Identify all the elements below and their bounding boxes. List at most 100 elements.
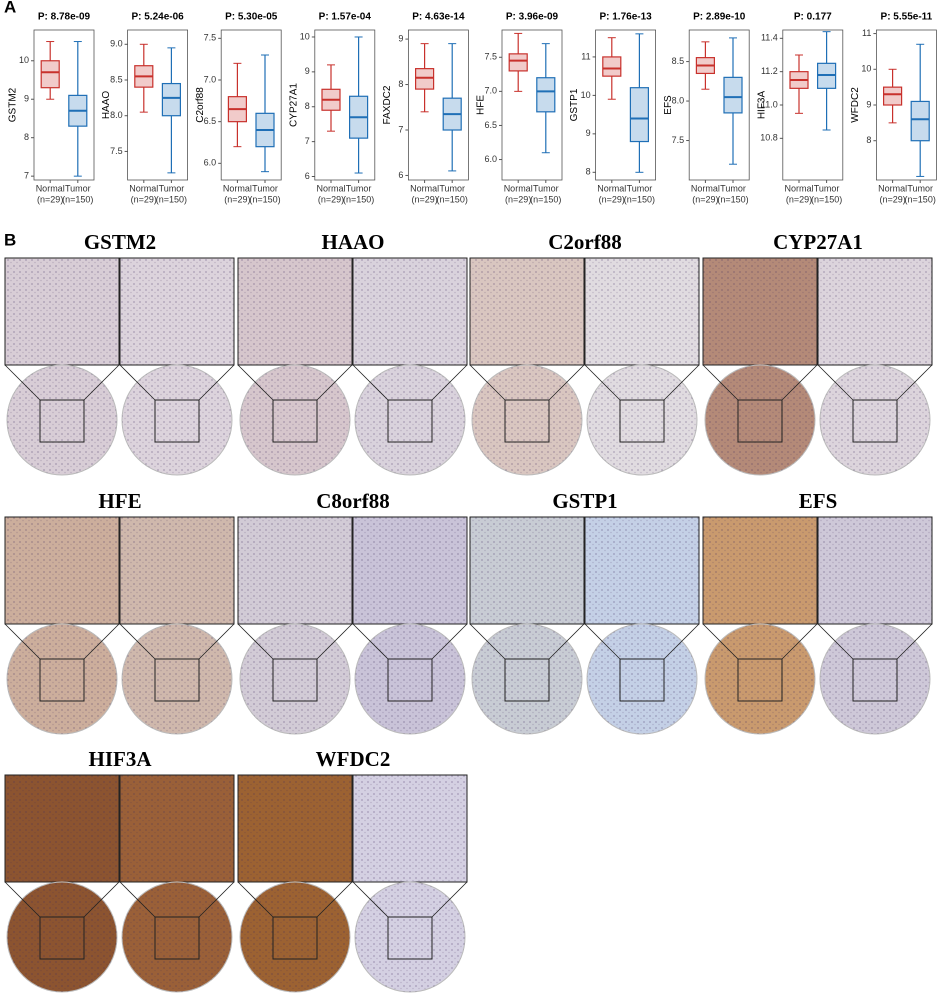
zoom-connector [896,364,933,401]
y-tick-label: 10 [300,31,310,41]
core-texture [240,365,350,475]
box [40,60,60,89]
zoom-box [272,658,318,702]
zoom-connector [896,623,933,660]
p-value: P: 4.63e-14 [412,12,465,23]
x-tick-label: Tumor [65,183,91,193]
core-texture [7,365,117,475]
zoom-connector [119,364,156,401]
y-tick-label: 8.5 [672,56,685,66]
zoom-connector [316,623,353,660]
zoom-texture [4,774,120,883]
y-tick-label: 7.0 [484,86,497,96]
y-tick-label: 6 [398,170,403,180]
y-axis-label: HFE [476,95,487,115]
x-tick-label: Tumor [720,183,746,193]
x-tick-label: Normal [129,183,158,193]
zoom-connector [119,881,156,918]
y-tick-label: 10 [19,55,29,65]
zoom-connector [663,623,700,660]
box [910,100,930,142]
y-tick-label: 6.5 [484,120,497,130]
zoom-connector [4,364,41,401]
zoom-texture [237,257,353,366]
x-tick-label: Normal [504,183,533,193]
x-tick-label: Tumor [814,183,840,193]
gene-title: HAAO [322,230,385,254]
zoom-box [737,658,783,702]
core-texture [355,624,465,734]
x-tick-note: (n=29) [599,194,625,204]
panel-label: A [4,0,16,16]
zoom-texture [702,516,818,625]
box [415,68,435,90]
zoom-box [39,916,85,960]
zoom-texture [584,516,700,625]
zoom-texture [702,257,818,366]
zoom-connector [469,623,506,660]
core-texture [7,882,117,992]
zoom-texture [237,516,353,625]
y-tick-label: 11.4 [761,33,778,43]
core-texture [472,624,582,734]
y-tick-label: 7.5 [672,135,685,145]
y-tick-label: 8.0 [672,95,685,105]
y-tick-label: 11.0 [761,99,778,109]
zoom-connector [237,364,274,401]
y-axis-label: HIF3A [756,91,767,120]
x-tick-note: (n=150) [343,194,374,204]
zoom-connector [198,881,235,918]
y-axis-label: HAAO [101,91,112,120]
zoom-box [852,399,898,443]
x-tick-label: Normal [597,183,626,193]
x-tick-label: Tumor [907,183,933,193]
plot-frame [220,29,282,181]
x-tick-label: Normal [784,183,813,193]
x-tick-note: (n=29) [692,194,718,204]
plot-frame [314,29,376,181]
core-texture [240,882,350,992]
zoom-connector [83,364,120,401]
p-value: P: 1.76e-13 [599,12,652,23]
x-tick-note: (n=29) [37,194,63,204]
box [882,86,903,106]
zoom-connector [584,623,621,660]
zoom-connector [316,364,353,401]
zoom-connector [237,881,274,918]
zoom-box [272,916,318,960]
zoom-box [852,658,898,702]
y-tick-label: 8 [586,167,591,177]
zoom-texture [352,516,468,625]
core-texture [355,365,465,475]
core-texture [240,624,350,734]
zoom-texture [4,257,120,366]
box [602,56,622,77]
x-tick-note: (n=29) [411,194,437,204]
p-value: P: 1.57e-04 [319,12,372,23]
zoom-connector [817,364,854,401]
gene-title: CYP27A1 [773,230,863,254]
zoom-connector [83,623,120,660]
zoom-box [619,658,665,702]
y-axis-label: WFDC2 [850,87,861,123]
zoom-texture [469,516,585,625]
x-tick-note: (n=150) [249,194,280,204]
zoom-connector [781,364,818,401]
y-tick-label: 8 [24,132,29,142]
p-value: P: 5.55e-11 [881,12,933,23]
box [508,53,528,72]
zoom-box [619,399,665,443]
zoom-texture [119,257,235,366]
zoom-texture [817,516,933,625]
y-axis-label: GSTP1 [569,88,580,121]
zoom-connector [817,623,854,660]
y-tick-label: 6.0 [204,158,217,168]
plot-frame [688,29,750,181]
p-value: P: 3.96e-09 [506,12,559,23]
plot-frame [407,29,469,181]
x-tick-label: Normal [316,183,345,193]
core-texture [587,365,697,475]
zoom-box [272,399,318,443]
zoom-box [154,399,200,443]
zoom-texture [352,257,468,366]
